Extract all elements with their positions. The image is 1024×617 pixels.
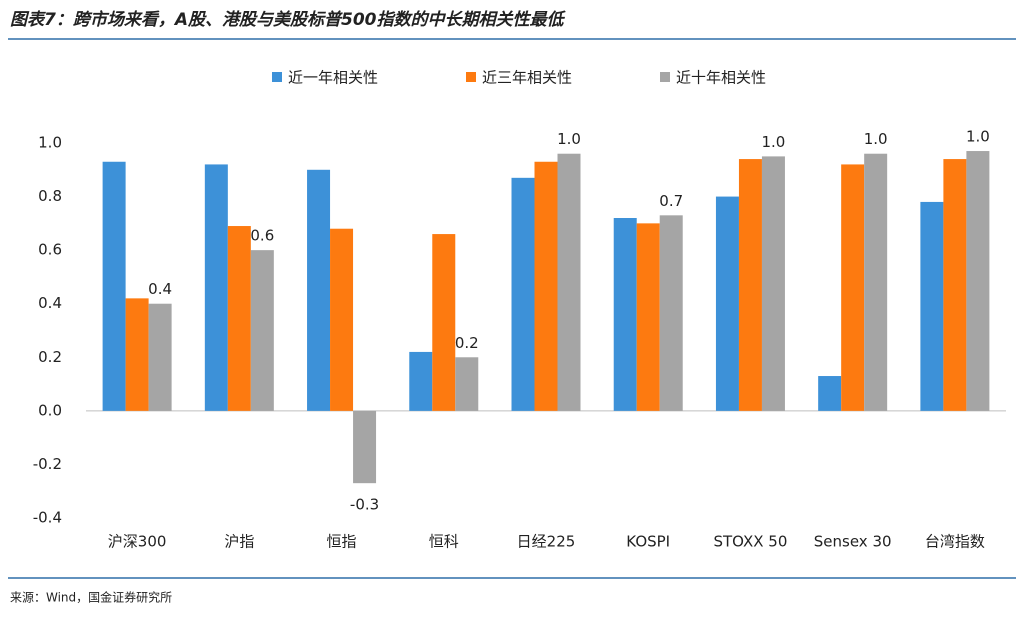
bar	[659, 215, 683, 411]
data-label: 0.6	[250, 227, 274, 245]
bar	[557, 153, 581, 411]
bar	[534, 161, 558, 411]
x-tick-label: 台湾指数	[925, 533, 985, 551]
x-tick-label: 日经225	[517, 533, 576, 551]
data-label: 1.0	[864, 130, 888, 148]
legend-label: 近一年相关性	[288, 69, 378, 87]
y-tick-label: 0.8	[38, 187, 62, 205]
bar	[204, 164, 228, 411]
legend-swatch	[660, 72, 670, 82]
legend-swatch	[466, 72, 476, 82]
y-tick-label: 0.6	[38, 241, 62, 259]
bar	[864, 153, 888, 411]
bar	[227, 226, 251, 411]
x-tick-label: 恒科	[429, 533, 459, 551]
data-label: 0.2	[455, 334, 479, 352]
bar	[738, 159, 762, 411]
bar	[125, 298, 149, 411]
data-label: 1.0	[557, 130, 581, 148]
bar	[432, 234, 456, 411]
bar	[715, 196, 739, 411]
x-tick-label: STOXX 50	[713, 533, 787, 551]
bar	[943, 159, 967, 411]
bar	[818, 376, 842, 411]
bar	[148, 303, 172, 411]
x-tick-label: 沪深300	[108, 533, 167, 551]
bar	[409, 351, 433, 411]
x-tick-label: 恒指	[327, 533, 357, 551]
x-tick-label: KOSPI	[626, 533, 670, 551]
legend-swatch	[272, 72, 282, 82]
bar	[920, 201, 944, 411]
bar	[966, 151, 990, 411]
data-label: 1.0	[762, 133, 786, 151]
bar	[455, 357, 479, 411]
bar	[330, 228, 354, 411]
data-label: 1.0	[966, 128, 990, 146]
bar	[636, 223, 660, 411]
x-tick-label: 沪指	[224, 533, 254, 551]
bar	[761, 156, 785, 411]
chart-title: 图表7：跨市场来看，A股、港股与美股标普500指数的中长期相关性最低	[10, 10, 566, 30]
bar	[841, 164, 865, 411]
source: 来源：Wind，国金证券研究所	[10, 590, 172, 605]
y-tick-label: 0.0	[38, 401, 62, 419]
bar	[353, 410, 377, 484]
y-tick-label: 0.2	[38, 348, 62, 366]
x-tick-label: Sensex 30	[814, 533, 892, 551]
bar	[511, 177, 535, 411]
y-tick-label: 1.0	[38, 134, 62, 152]
bar	[307, 169, 331, 411]
bar	[250, 250, 274, 411]
y-tick-label: -0.4	[33, 509, 62, 527]
bar	[613, 218, 637, 411]
y-tick-label: 0.4	[38, 294, 62, 312]
legend-label: 近十年相关性	[676, 69, 766, 87]
data-label: -0.3	[350, 496, 379, 514]
legend-label: 近三年相关性	[482, 69, 572, 87]
bar	[102, 161, 126, 411]
y-tick-label: -0.2	[33, 455, 62, 473]
data-label: 0.7	[659, 192, 683, 210]
data-label: 0.4	[148, 280, 172, 298]
